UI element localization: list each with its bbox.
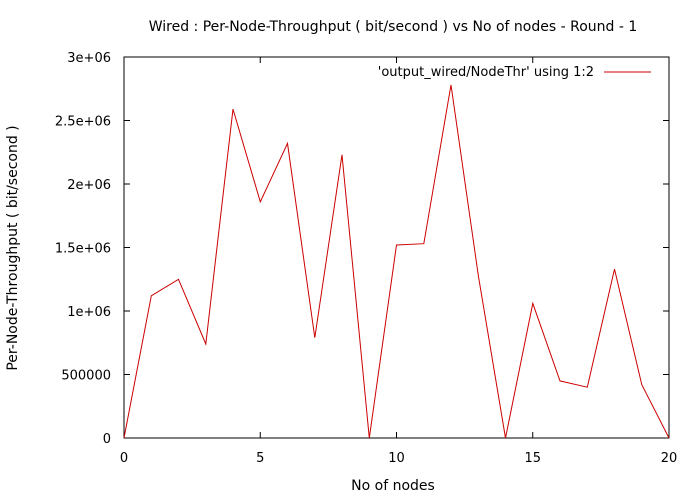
series-group xyxy=(123,84,670,439)
y-tick-label: 3e+06 xyxy=(67,51,111,66)
x-tick-label: 0 xyxy=(120,451,128,466)
x-tick-label: 10 xyxy=(388,451,405,466)
x-tick-label: 15 xyxy=(524,451,541,466)
legend: 'output_wired/NodeThr' using 1:2 xyxy=(378,65,651,80)
x-tick-label: 20 xyxy=(661,451,678,466)
y-axis-ticks: 0 500000 1e+06 1.5e+06 2e+06 2.5e+06 3e+06 xyxy=(55,51,669,447)
x-axis-label: No of nodes xyxy=(351,478,435,494)
series-line xyxy=(123,84,670,439)
y-tick-label: 2.5e+06 xyxy=(55,115,111,130)
x-tick-label: 5 xyxy=(256,451,264,466)
y-tick-label: 1.5e+06 xyxy=(55,242,111,257)
y-tick-label: 500000 xyxy=(61,369,111,384)
chart-title: Wired : Per-Node-Throughput ( bit/second… xyxy=(149,19,638,35)
y-axis-label: Per-Node-Throughput ( bit/second ) xyxy=(5,125,21,370)
y-tick-label: 0 xyxy=(103,432,111,447)
legend-label: 'output_wired/NodeThr' using 1:2 xyxy=(378,65,594,80)
x-axis-ticks: 0 5 10 15 20 xyxy=(120,57,677,466)
y-tick-label: 1e+06 xyxy=(67,305,111,320)
y-tick-label: 2e+06 xyxy=(67,178,111,193)
